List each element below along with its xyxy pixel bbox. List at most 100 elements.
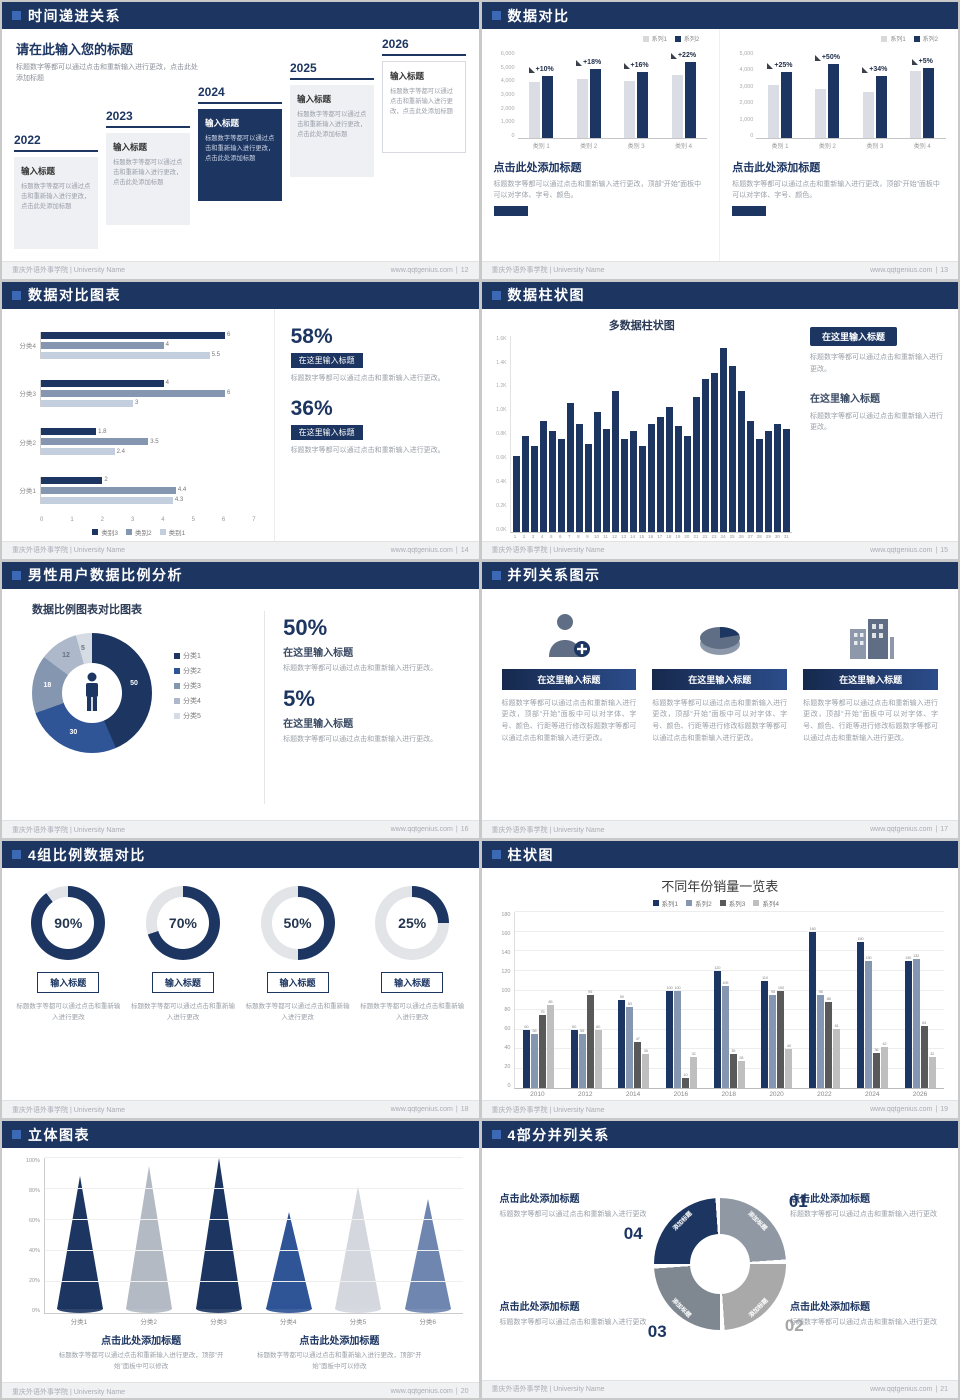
- bar-value-label: 120: [714, 965, 721, 970]
- y-axis: 100% 80% 60% 40% 20% 0%: [18, 1158, 44, 1314]
- legend-item: 系列2: [674, 34, 699, 43]
- slide-19[interactable]: 柱状图 不同年份销量一览表 系列1 系列2 系列3 系列4 180 160 140 120 1…: [481, 841, 958, 1119]
- x-tick-label: 19: [675, 533, 681, 539]
- item-title: 输入标题: [37, 972, 100, 994]
- header-accent-icon: [491, 11, 501, 20]
- slide-14[interactable]: 数据对比图表 分类4 6 4 5.5 分类3 4 6 3 分类2 1.8 3.5 2.4 分类1 2 4.4…: [2, 281, 479, 559]
- bar: [904, 961, 912, 1089]
- item-body: 标题数字等都可以通过点击和重新输入进行更改，顶部“开始”面板中可以对字体、字号、…: [803, 699, 938, 743]
- bar-wrapper: 88: [825, 912, 833, 1089]
- legend-label: 系列2: [695, 901, 712, 909]
- slide-20[interactable]: 立体图表 100% 80% 60% 40% 20% 0% 分类1 分类2 分类3 分类4 分类5 分…: [2, 1121, 479, 1398]
- item-title: 输入标题: [266, 972, 329, 994]
- footer-school: 重庆外语外事学院 | University Name: [491, 826, 605, 834]
- bar-value-label: 4: [165, 380, 169, 387]
- growth-value: +16%: [630, 62, 649, 69]
- growth-value: +25%: [774, 62, 793, 69]
- bar-wrapper: 85: [546, 912, 554, 1089]
- slide-13[interactable]: 数据对比 系列1 系列2 6,000 5,000 4,000 3,000 2,000 1,0…: [481, 2, 958, 279]
- bar-wrapper: 120: [713, 912, 721, 1089]
- bar-value-label: 3.5: [150, 438, 159, 445]
- slide-body: 系列1 系列2 6,000 5,000 4,000 3,000 2,000 1,000 0 +…: [481, 29, 958, 261]
- comparison-panel: 系列1 系列2 5,000 4,000 3,000 2,000 1,000 0 +25% +5…: [719, 29, 958, 261]
- y-tick-label: 1.2K: [496, 383, 507, 390]
- header-accent-icon: [12, 290, 21, 300]
- footer-site: www.qqtgenius.com | 20: [388, 1388, 469, 1395]
- y-tick-label: 3,000: [500, 91, 515, 98]
- slide-12[interactable]: 时间递进关系 请在此输入您的标题 标题数字等都可以通过点击和重新输入进行更改，点…: [2, 2, 479, 279]
- stat-title-chip: 在这里输入标题: [290, 352, 363, 368]
- footer-site: www.qqtgenius.com | 16: [388, 826, 469, 833]
- chart-legend: 系列1 系列2: [642, 34, 708, 44]
- grouped-bar-chart: 5,000 4,000 3,000 2,000 1,000 0 +25% +50% +34% +…: [732, 51, 946, 139]
- footer-url: www.qqtgenius.com: [870, 1106, 933, 1114]
- bar-wrapper: 95: [817, 912, 825, 1089]
- y-tick-label: 60%: [28, 1218, 40, 1225]
- x-tick-label: 10: [593, 533, 599, 539]
- bar-wrapper: 110: [761, 912, 769, 1089]
- footer-school: 重庆外语外事学院 | University Name: [491, 547, 605, 555]
- timeline: 2022 输入标题 标题数字等都可以通过点击和重新输入进行更改，点击此处添加标题 20…: [2, 29, 479, 261]
- x-tick-label: 类别 3: [627, 144, 645, 150]
- cone-shape: [56, 1176, 103, 1310]
- slide-21[interactable]: 4部分并列关系 01 02 03 04 添加标题 添加标题 添加标题 添加标题 点击此处添加标…: [481, 1121, 958, 1398]
- section-heading-block: 请在此输入您的标题 标题数字等都可以通过点击和重新输入进行更改，点击此处添加标题: [16, 39, 201, 85]
- slide-header: 数据柱状图: [481, 281, 958, 309]
- y-tick-label: 80%: [28, 1188, 40, 1195]
- bar-group: 130 132 64 32: [896, 912, 944, 1089]
- footer-url: www.qqtgenius.com: [390, 826, 453, 834]
- bar-series-1: [767, 85, 779, 138]
- bar-value-label: 4: [165, 342, 169, 349]
- timeline-card: 输入标题 标题数字等都可以通过点击和重新输入进行更改，点击此处添加标题: [198, 109, 282, 201]
- x-tick-label: 类别 4: [675, 144, 693, 150]
- bar-group: 60 55 95 60: [562, 912, 610, 1089]
- header-accent-icon: [491, 290, 501, 300]
- bar-series-1: [624, 80, 636, 138]
- bar-line: 6: [41, 389, 256, 397]
- bar: [833, 1028, 841, 1089]
- accent-button: [493, 206, 528, 217]
- x-tick-label: 20: [684, 533, 690, 539]
- chart-legend: 系列1 系列2 系列3 系列4: [496, 898, 945, 908]
- bar-value-label: 32: [930, 1050, 935, 1056]
- bar: [642, 1054, 650, 1089]
- bar: [578, 1034, 586, 1089]
- segment-label: 添加标题: [748, 1298, 770, 1320]
- bar-line: 6: [41, 331, 256, 339]
- timeline-card-body: 标题数字等都可以通过点击和重新输入进行更改，点击此处添加标题: [297, 111, 367, 139]
- slide-15[interactable]: 数据柱状图 多数据柱状图 1.6K 1.4K 1.2K 1.0K 0.8K 0.6K 0.4…: [481, 281, 958, 559]
- plot-row: 1.6K 1.4K 1.2K 1.0K 0.8K 0.6K 0.4K 0.2K 0.0K: [492, 335, 792, 533]
- slide-body: 90% 输入标题 标题数字等都可以通过点击和重新输入进行更改 70% 输入标题 标题数字等…: [2, 868, 479, 1101]
- x-tick-label: 13: [621, 533, 627, 539]
- category-group: 分类4 6 4 5.5: [12, 321, 274, 369]
- stat-body: 标题数字等都可以通过点击和重新输入进行更改。: [283, 664, 438, 672]
- slide-17[interactable]: 并列关系图示 在这里输入标题 标题数字等都可以通过点击和重新输入进行更改，顶部“…: [481, 561, 958, 839]
- y-tick-label: 0.8K: [496, 431, 507, 438]
- footer-url: www.qqtgenius.com: [870, 826, 933, 834]
- y-tick-label: 100: [501, 988, 511, 995]
- y-tick-label: 140: [501, 950, 511, 957]
- bar-wrapper: 32: [928, 912, 936, 1089]
- footer-site: www.qqtgenius.com | 19: [867, 1106, 948, 1113]
- x-tick-label: 2010: [530, 1091, 545, 1099]
- slide-title: 数据柱状图: [507, 287, 585, 304]
- slide-18[interactable]: 4组比例数据对比 90% 输入标题 标题数字等都可以通过点击和重新输入进行更改 70%…: [2, 841, 479, 1119]
- gridline: [514, 930, 944, 932]
- accent-button: [732, 206, 767, 217]
- y-tick-label: 1.6K: [496, 335, 507, 342]
- growth-arrow-icon: [767, 63, 774, 69]
- slide-header: 柱状图: [481, 841, 958, 869]
- stat-percentage: 50%: [283, 614, 328, 640]
- legend-label: 系列1: [661, 901, 679, 909]
- y-tick-label: 0%: [32, 1308, 40, 1315]
- x-axis: 类别 1 类别 2 类别 3 类别 4: [756, 141, 946, 150]
- footer-separator: |: [935, 266, 938, 274]
- cone-shape: [126, 1166, 173, 1310]
- slide-16[interactable]: 男性用户数据比例分析 数据比例图表对比图表 50 30 18 12 5 分类1 分类2 分类…: [2, 561, 479, 839]
- block-heading: 点击此处添加标题: [790, 1302, 870, 1314]
- bar-group: 60 55 75 85: [515, 912, 563, 1089]
- x-tick-label: 5: [549, 533, 553, 539]
- bar-line: 4: [41, 341, 256, 349]
- bar-line: 4: [41, 379, 256, 387]
- timeline-card-body: 标题数字等都可以通过点击和重新输入进行更改，点击此处添加标题: [21, 183, 91, 211]
